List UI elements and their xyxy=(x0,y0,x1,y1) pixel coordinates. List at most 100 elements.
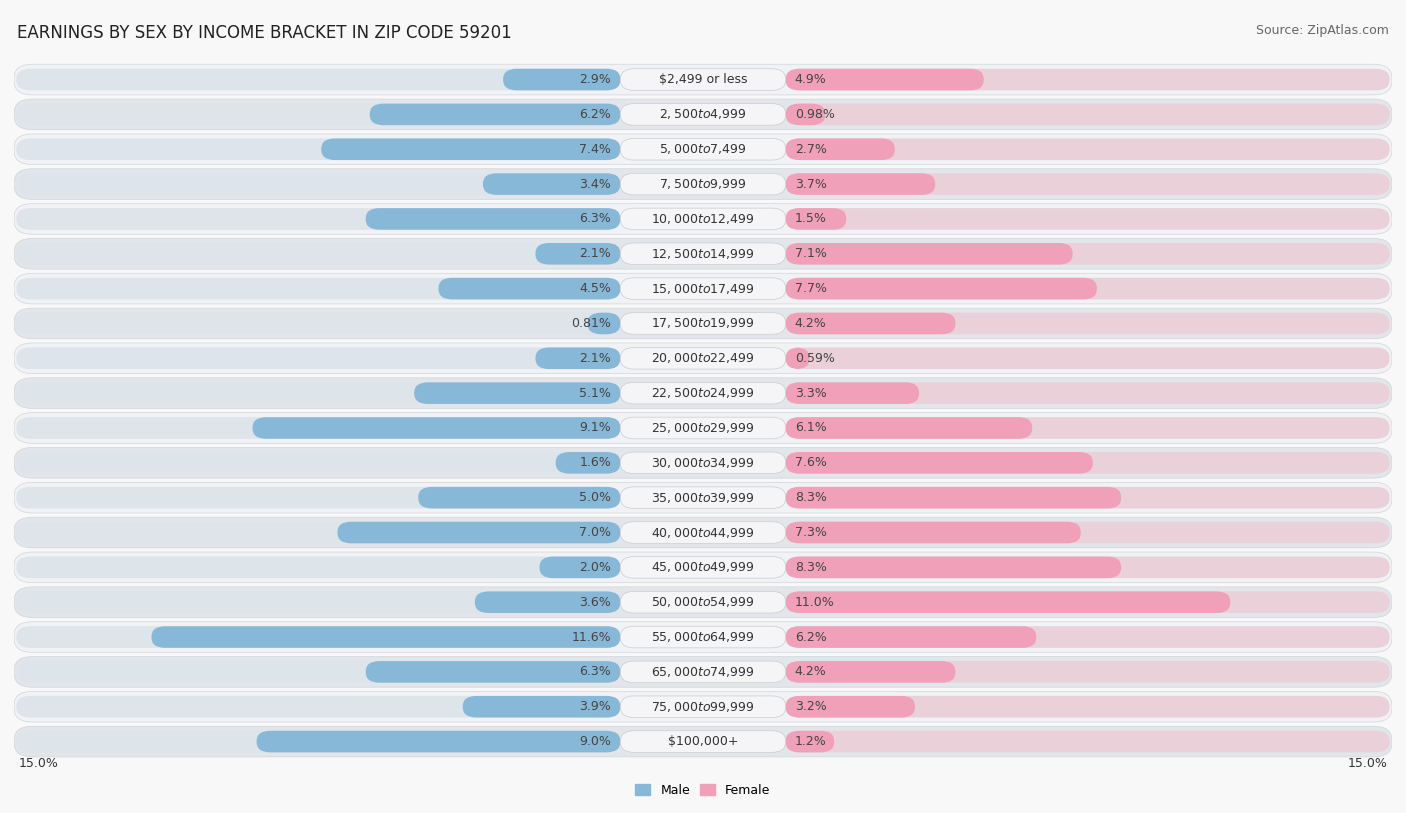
FancyBboxPatch shape xyxy=(786,278,1097,299)
FancyBboxPatch shape xyxy=(620,347,786,369)
Text: 4.2%: 4.2% xyxy=(794,317,827,330)
FancyBboxPatch shape xyxy=(786,696,1389,718)
FancyBboxPatch shape xyxy=(786,347,1389,369)
FancyBboxPatch shape xyxy=(620,103,786,125)
Text: 2.7%: 2.7% xyxy=(794,143,827,156)
FancyBboxPatch shape xyxy=(14,482,1392,513)
FancyBboxPatch shape xyxy=(17,278,620,299)
FancyBboxPatch shape xyxy=(786,591,1389,613)
FancyBboxPatch shape xyxy=(786,243,1389,264)
Text: 11.0%: 11.0% xyxy=(794,596,835,609)
FancyBboxPatch shape xyxy=(620,522,786,543)
FancyBboxPatch shape xyxy=(786,347,810,369)
Text: $30,000 to $34,999: $30,000 to $34,999 xyxy=(651,456,755,470)
FancyBboxPatch shape xyxy=(17,243,620,264)
Text: 1.5%: 1.5% xyxy=(794,212,827,225)
FancyBboxPatch shape xyxy=(475,591,620,613)
Text: $15,000 to $17,499: $15,000 to $17,499 xyxy=(651,281,755,296)
FancyBboxPatch shape xyxy=(321,138,620,160)
FancyBboxPatch shape xyxy=(620,661,786,683)
FancyBboxPatch shape xyxy=(418,487,620,508)
FancyBboxPatch shape xyxy=(620,138,786,160)
Text: 15.0%: 15.0% xyxy=(18,757,59,770)
FancyBboxPatch shape xyxy=(536,243,620,264)
FancyBboxPatch shape xyxy=(786,487,1389,508)
FancyBboxPatch shape xyxy=(14,622,1392,652)
Text: 1.6%: 1.6% xyxy=(579,456,612,469)
FancyBboxPatch shape xyxy=(14,552,1392,583)
Text: 3.4%: 3.4% xyxy=(579,177,612,190)
FancyBboxPatch shape xyxy=(786,173,935,195)
FancyBboxPatch shape xyxy=(786,382,1389,404)
Text: 6.1%: 6.1% xyxy=(794,421,827,434)
FancyBboxPatch shape xyxy=(620,417,786,439)
FancyBboxPatch shape xyxy=(620,557,786,578)
FancyBboxPatch shape xyxy=(14,657,1392,687)
FancyBboxPatch shape xyxy=(253,417,620,439)
FancyBboxPatch shape xyxy=(17,591,620,613)
Text: 3.7%: 3.7% xyxy=(794,177,827,190)
FancyBboxPatch shape xyxy=(14,378,1392,408)
FancyBboxPatch shape xyxy=(17,382,620,404)
FancyBboxPatch shape xyxy=(786,731,1389,752)
Text: 5.0%: 5.0% xyxy=(579,491,612,504)
Text: $22,500 to $24,999: $22,500 to $24,999 xyxy=(651,386,755,400)
Text: 7.3%: 7.3% xyxy=(794,526,827,539)
FancyBboxPatch shape xyxy=(14,517,1392,548)
FancyBboxPatch shape xyxy=(17,103,620,125)
FancyBboxPatch shape xyxy=(17,696,620,718)
FancyBboxPatch shape xyxy=(786,208,1389,230)
Text: $35,000 to $39,999: $35,000 to $39,999 xyxy=(651,491,755,505)
FancyBboxPatch shape xyxy=(14,203,1392,234)
Text: $2,500 to $4,999: $2,500 to $4,999 xyxy=(659,107,747,121)
Text: 7.1%: 7.1% xyxy=(794,247,827,260)
Text: 6.3%: 6.3% xyxy=(579,665,612,678)
Text: 7.7%: 7.7% xyxy=(794,282,827,295)
Text: $40,000 to $44,999: $40,000 to $44,999 xyxy=(651,525,755,540)
Text: 3.9%: 3.9% xyxy=(579,700,612,713)
FancyBboxPatch shape xyxy=(786,452,1389,474)
FancyBboxPatch shape xyxy=(620,69,786,90)
Text: 2.0%: 2.0% xyxy=(579,561,612,574)
FancyBboxPatch shape xyxy=(17,487,620,508)
Text: 2.9%: 2.9% xyxy=(579,73,612,86)
Text: 8.3%: 8.3% xyxy=(794,561,827,574)
FancyBboxPatch shape xyxy=(786,138,1389,160)
Text: 4.9%: 4.9% xyxy=(794,73,827,86)
FancyBboxPatch shape xyxy=(14,273,1392,304)
Text: 9.0%: 9.0% xyxy=(579,735,612,748)
FancyBboxPatch shape xyxy=(17,626,620,648)
Text: $50,000 to $54,999: $50,000 to $54,999 xyxy=(651,595,755,609)
FancyBboxPatch shape xyxy=(786,661,1389,683)
FancyBboxPatch shape xyxy=(17,208,620,230)
FancyBboxPatch shape xyxy=(503,69,620,90)
FancyBboxPatch shape xyxy=(620,243,786,264)
Text: $17,500 to $19,999: $17,500 to $19,999 xyxy=(651,316,755,330)
FancyBboxPatch shape xyxy=(786,522,1389,543)
FancyBboxPatch shape xyxy=(786,661,956,683)
FancyBboxPatch shape xyxy=(786,138,894,160)
FancyBboxPatch shape xyxy=(786,313,956,334)
FancyBboxPatch shape xyxy=(786,69,1389,90)
FancyBboxPatch shape xyxy=(152,626,620,648)
Text: 6.3%: 6.3% xyxy=(579,212,612,225)
FancyBboxPatch shape xyxy=(17,522,620,543)
FancyBboxPatch shape xyxy=(588,313,620,334)
FancyBboxPatch shape xyxy=(14,134,1392,164)
FancyBboxPatch shape xyxy=(17,138,620,160)
FancyBboxPatch shape xyxy=(786,243,1073,264)
FancyBboxPatch shape xyxy=(786,696,915,718)
FancyBboxPatch shape xyxy=(786,452,1092,474)
Text: 0.98%: 0.98% xyxy=(794,108,835,121)
FancyBboxPatch shape xyxy=(482,173,620,195)
Text: 1.2%: 1.2% xyxy=(794,735,827,748)
FancyBboxPatch shape xyxy=(786,173,1389,195)
Text: 0.59%: 0.59% xyxy=(794,352,835,365)
FancyBboxPatch shape xyxy=(786,626,1389,648)
FancyBboxPatch shape xyxy=(786,487,1121,508)
FancyBboxPatch shape xyxy=(17,731,620,752)
FancyBboxPatch shape xyxy=(14,726,1392,757)
Text: $7,500 to $9,999: $7,500 to $9,999 xyxy=(659,177,747,191)
FancyBboxPatch shape xyxy=(786,103,825,125)
Text: 15.0%: 15.0% xyxy=(1347,757,1388,770)
